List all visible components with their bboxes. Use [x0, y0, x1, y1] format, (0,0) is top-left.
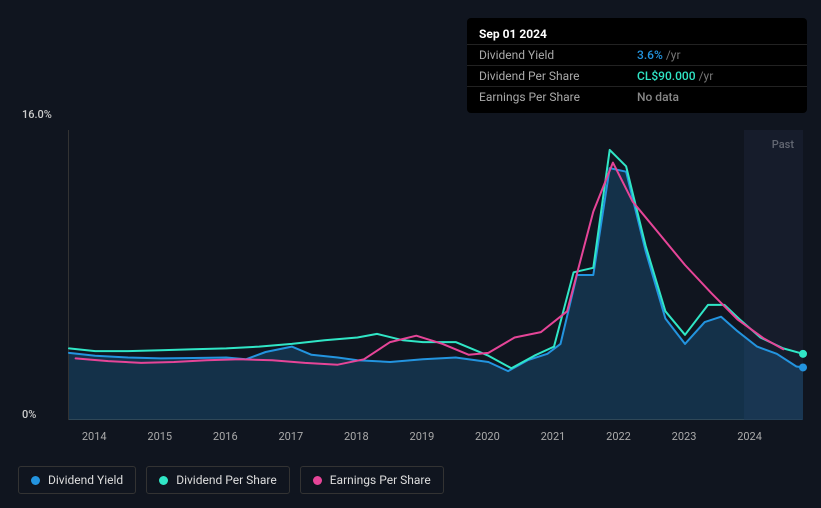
x-tick: 2023 [672, 430, 697, 443]
legend-label: Earnings Per Share [330, 473, 431, 487]
dividend-chart[interactable]: 16.0% 0% Past 20142015201620172018201920… [18, 108, 808, 448]
tooltip-row: Dividend Yield3.6%/yr [467, 44, 807, 65]
legend-dot-icon [313, 476, 322, 485]
data-tooltip: Sep 01 2024 Dividend Yield3.6%/yrDividen… [467, 18, 807, 113]
x-tick: 2017 [278, 430, 303, 443]
legend-item[interactable]: Dividend Yield [18, 466, 136, 494]
legend-item[interactable]: Dividend Per Share [146, 466, 290, 494]
tooltip-row: Dividend Per ShareCL$90.000/yr [467, 65, 807, 86]
x-tick: 2014 [82, 430, 107, 443]
y-axis-max: 16.0% [22, 108, 52, 121]
x-tick: 2020 [475, 430, 500, 443]
legend-label: Dividend Per Share [176, 473, 277, 487]
x-tick: 2021 [541, 430, 566, 443]
tooltip-label: Dividend Per Share [479, 69, 637, 83]
chart-lines [69, 130, 802, 419]
legend: Dividend Yield Dividend Per Share Earnings… [18, 466, 444, 494]
legend-item[interactable]: Earnings Per Share [300, 466, 444, 494]
x-tick: 2024 [737, 430, 762, 443]
tooltip-label: Earnings Per Share [479, 90, 637, 104]
x-tick: 2019 [410, 430, 435, 443]
x-tick: 2016 [213, 430, 238, 443]
legend-dot-icon [159, 476, 168, 485]
tooltip-value: 3.6%/yr [637, 48, 795, 62]
plot-area: Past [68, 130, 802, 420]
x-axis: 2014 2015 2016 2017 2018 2019 2020 2021 2022 2023… [68, 426, 802, 446]
x-tick: 2015 [147, 430, 172, 443]
legend-dot-icon [31, 476, 40, 485]
tooltip-row: Earnings Per ShareNo data [467, 86, 807, 107]
tooltip-date: Sep 01 2024 [467, 24, 807, 44]
x-tick: 2018 [344, 430, 369, 443]
tooltip-value: No data [637, 90, 795, 104]
x-tick: 2022 [606, 430, 631, 443]
tooltip-label: Dividend Yield [479, 48, 637, 62]
y-axis-min: 0% [22, 408, 36, 421]
tooltip-value: CL$90.000/yr [637, 69, 795, 83]
legend-label: Dividend Yield [48, 473, 123, 487]
